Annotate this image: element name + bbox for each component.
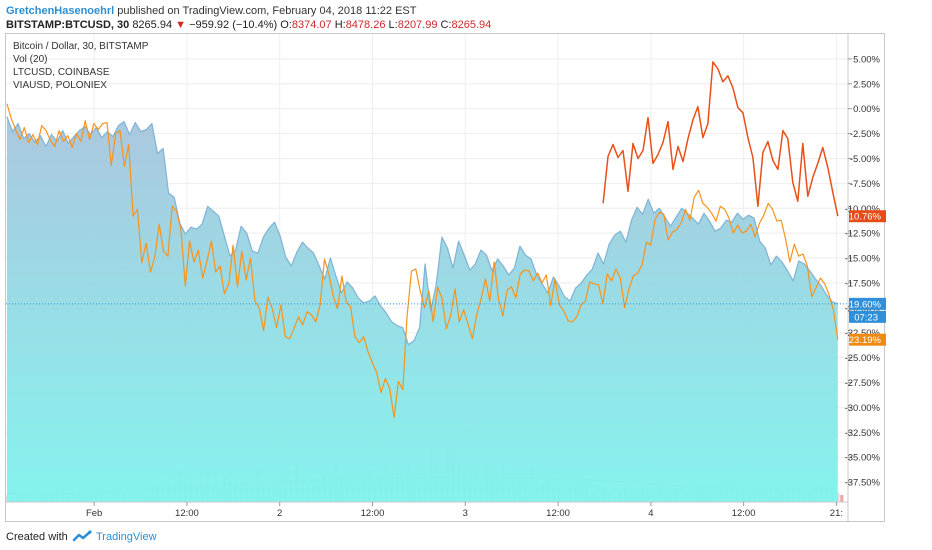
legend-btc: Bitcoin / Dollar, 30, BITSTAMP xyxy=(13,41,149,52)
time-tick-label: Feb xyxy=(86,508,102,519)
price-tick-label: 2.50% xyxy=(853,79,880,90)
price-tick-label: -37.50% xyxy=(845,478,881,489)
price-tick-label: -17.50% xyxy=(845,278,881,289)
open-value: 8374.07 xyxy=(291,19,332,31)
price-scale[interactable]: 5.00% 2.50% 0.00% -2.50% -5.00% -7.50% -10.00%… xyxy=(845,34,881,523)
btc-area xyxy=(6,116,838,502)
price-change: −959.92 (−10.4%) xyxy=(189,19,278,31)
ltc-line xyxy=(6,103,839,418)
created-with-text: Created with xyxy=(6,531,68,543)
price-tick-label: -12.50% xyxy=(845,229,881,240)
price-tick-label: -7.50% xyxy=(850,179,881,190)
chart-legend: Bitcoin / Dollar, 30, BITSTAMP Vol (20) … xyxy=(13,41,149,91)
time-tick-label: 12:00 xyxy=(175,508,199,519)
last-price: 8265.94 xyxy=(132,19,173,31)
price-tick-label: -5.00% xyxy=(850,154,881,165)
published-text: published on TradingView.com, February 0… xyxy=(117,5,417,17)
btc-last-tag: -19.60% xyxy=(846,299,882,310)
btc-line xyxy=(6,116,838,346)
countdown-tag: 07:23 xyxy=(854,312,878,323)
legend-volume: Vol (20) xyxy=(13,54,47,65)
price-chart[interactable]: Bitcoin / Dollar, 30, BITSTAMP Vol (20) … xyxy=(6,34,886,523)
legend-ltc: LTCUSD, COINBASE xyxy=(13,67,110,78)
time-tick-label: 4 xyxy=(648,508,653,519)
tradingview-logo-icon xyxy=(72,530,92,542)
price-tick-label: -2.50% xyxy=(850,129,881,140)
close-value: 8265.94 xyxy=(451,19,492,31)
price-tick-label: -35.00% xyxy=(845,453,881,464)
time-scale[interactable]: Feb 12:00 2 12:00 3 12:00 4 12:00 21: xyxy=(6,501,848,519)
publish-line: GretchenHasenoehrl published on TradingV… xyxy=(6,5,417,17)
series-lines xyxy=(6,61,839,418)
low-label: L: xyxy=(388,19,398,31)
time-tick-label: 12:00 xyxy=(546,508,570,519)
price-tick-label: -15.00% xyxy=(845,254,881,265)
tradingview-brand[interactable]: TradingView xyxy=(96,531,157,543)
open-label: O: xyxy=(280,19,292,31)
footer: Created with TradingView xyxy=(0,522,932,550)
price-tick-label: -25.00% xyxy=(845,353,881,364)
time-tick-label: 21: xyxy=(830,508,843,519)
ltc-last-tag-bg xyxy=(849,333,886,346)
legend-via: VIAUSD, POLONIEX xyxy=(13,80,107,91)
btc-area-fill xyxy=(6,116,838,502)
author-link[interactable]: GretchenHasenoehrl xyxy=(6,5,115,17)
price-tick-label: 5.00% xyxy=(853,54,880,65)
high-label: H: xyxy=(334,19,346,31)
price-tick-label: -10.00% xyxy=(845,204,881,215)
via-last-tag: -10.76% xyxy=(846,212,882,223)
time-tick-label: 12:00 xyxy=(361,508,385,519)
price-tick-label: -32.50% xyxy=(845,428,881,439)
via-line xyxy=(602,61,839,217)
ltc-last-tag: -23.19% xyxy=(846,335,882,346)
low-value: 8207.99 xyxy=(397,19,438,31)
btc-last-tag-bg xyxy=(849,297,886,310)
countdown-tag-bg xyxy=(849,310,886,323)
time-tick-label: 2 xyxy=(277,508,282,519)
time-tick-label: 12:00 xyxy=(732,508,756,519)
price-tick-label: -27.50% xyxy=(845,378,881,389)
price-tick-label: 0.00% xyxy=(853,104,880,115)
price-tick-label: -30.00% xyxy=(845,403,881,414)
close-label: C: xyxy=(440,19,452,31)
time-tick-label: 3 xyxy=(463,508,468,519)
chart-frame[interactable]: Bitcoin / Dollar, 30, BITSTAMP Vol (20) … xyxy=(5,33,886,523)
symbol-name[interactable]: BITSTAMP:BTCUSD, 30 xyxy=(6,19,130,31)
change-down-icon: ▼ xyxy=(175,19,187,31)
chart-header: GretchenHasenoehrl published on TradingV… xyxy=(0,0,932,34)
last-value-tags: -10.76% -19.60% 07:23 -23.19% xyxy=(846,210,886,346)
symbol-line: BITSTAMP:BTCUSD, 30 8265.94 ▼ −959.92 (−… xyxy=(6,19,491,31)
high-value: 8478.26 xyxy=(345,19,386,31)
via-last-tag-bg xyxy=(849,210,886,223)
volume-bar-last xyxy=(840,495,844,502)
